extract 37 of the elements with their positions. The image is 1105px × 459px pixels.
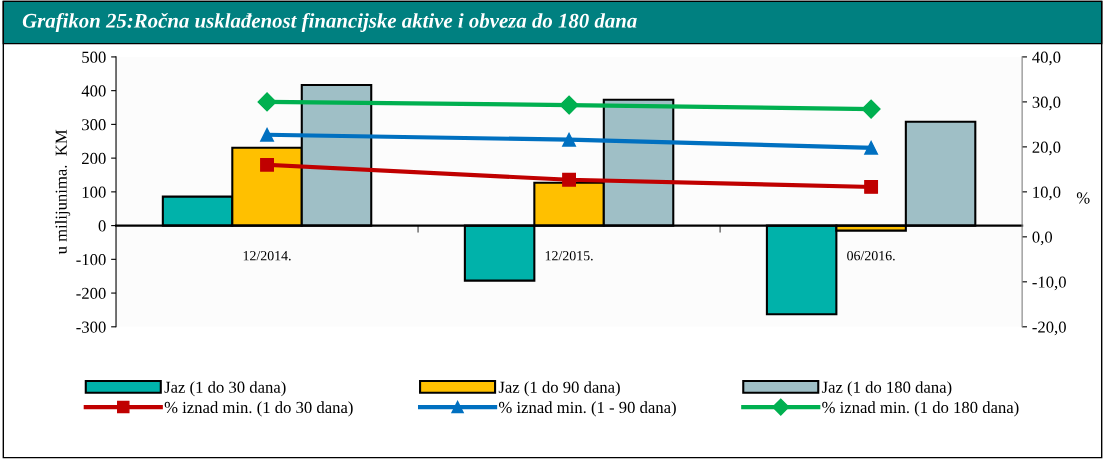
x-tick-label: 12/2014. xyxy=(243,251,291,261)
y-axis-title: u milijunima. KM xyxy=(55,129,71,255)
chart-title: Grafikon 25:Ročna usklađenost financijske aktive i obveza do 180 dana xyxy=(22,12,637,33)
y-tick-label: -100 xyxy=(76,254,106,266)
y-tick-label: 0 xyxy=(98,220,106,232)
legend-label: Jaz (1 do 90 dana) xyxy=(498,381,620,397)
point xyxy=(861,99,881,119)
y2-tick-label: 40,0 xyxy=(1032,51,1061,66)
x-tick-label: 06/2016. xyxy=(847,251,895,261)
y-tick-label: 500 xyxy=(82,51,106,63)
legend-label: Jaz (1 do 180 dana) xyxy=(821,381,952,397)
x-tick-label: 12/2015. xyxy=(545,251,593,261)
y-tick-label: -200 xyxy=(76,287,106,300)
y-tick-label: 100 xyxy=(82,186,106,198)
point xyxy=(864,140,879,155)
point xyxy=(257,92,277,112)
y-tick-label: 300 xyxy=(82,119,106,131)
legend-label: % iznad min. (1 do 180 dana) xyxy=(822,401,1019,417)
legend-label: % iznad min. (1 do 30 dana) xyxy=(164,401,353,417)
legend-label: % iznad min. (1 - 90 dana) xyxy=(498,401,676,417)
point xyxy=(562,172,577,187)
y-tick-label: 200 xyxy=(82,152,106,165)
y2-tick-label: 10,0 xyxy=(1033,186,1061,201)
legend-label: Jaz (1 do 30 dana) xyxy=(164,381,286,397)
y-tick-label: 400 xyxy=(81,85,106,97)
y2-tick-label: 30,0 xyxy=(1032,96,1061,111)
y2-tick-label: -20,0 xyxy=(1032,321,1066,336)
point xyxy=(260,157,274,172)
y-tick-label: -300 xyxy=(76,321,106,333)
point xyxy=(562,132,577,147)
point xyxy=(260,127,274,142)
y2-axis-title: % xyxy=(1076,192,1090,204)
y2-tick-label: 0,0 xyxy=(1032,231,1053,246)
point xyxy=(559,95,579,115)
y2-tick-label: 20,0 xyxy=(1032,141,1061,156)
point xyxy=(864,179,879,194)
y2-tick-label: -10,0 xyxy=(1032,276,1066,291)
